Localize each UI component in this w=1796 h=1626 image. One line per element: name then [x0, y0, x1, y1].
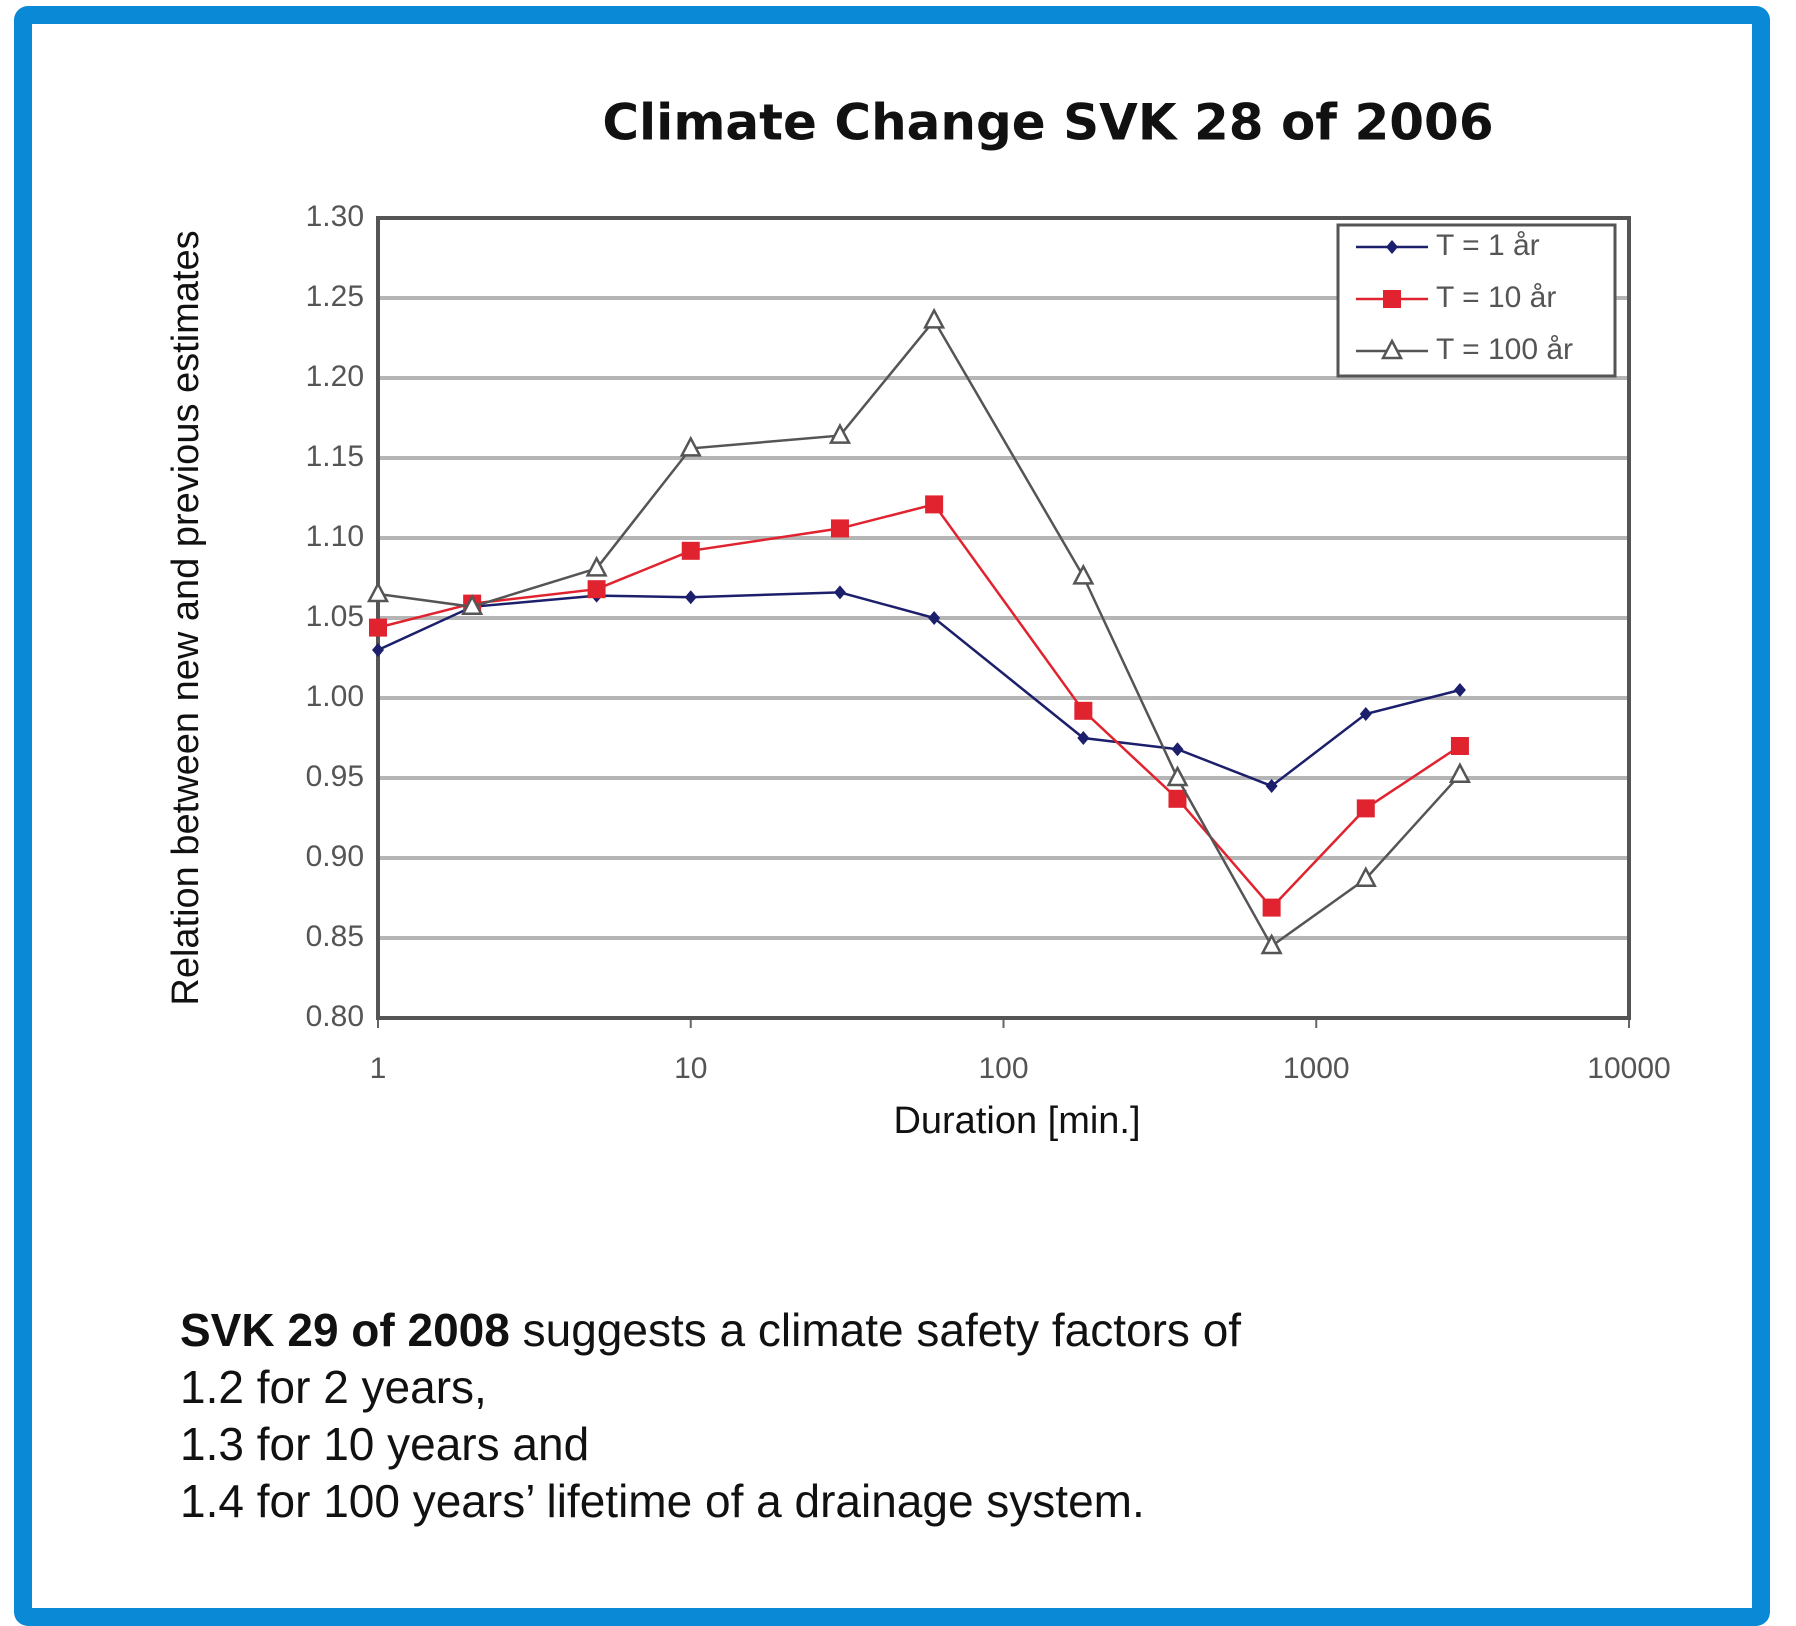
marker: [587, 580, 606, 599]
marker: [1386, 240, 1398, 254]
marker: [1171, 742, 1184, 757]
series-line: [377, 318, 1461, 948]
y-tick-label: 1.15: [306, 440, 364, 473]
y-axis-label: Relation between new and previous estima…: [165, 230, 207, 1005]
series-line: [377, 591, 1461, 788]
marker: [1072, 563, 1095, 585]
y-tick-label: 1.05: [306, 600, 364, 633]
text-line: 1.2 for 2 years,: [180, 1361, 487, 1413]
first-line: SVK 29 of 2008 suggests a climate safety…: [180, 1302, 1241, 1359]
y-tick-label: 1.10: [306, 520, 364, 553]
chart: Climate Change SVK 28 of 2006 Duration […: [165, 94, 1671, 1143]
legend-label: T = 10 år: [1436, 281, 1556, 314]
marker: [1380, 338, 1404, 360]
marker: [928, 611, 941, 625]
marker: [1383, 290, 1401, 308]
marker: [1359, 707, 1372, 721]
marker: [1354, 866, 1377, 888]
y-tick-label: 0.95: [306, 760, 364, 793]
marker: [923, 307, 946, 329]
marker: [1260, 933, 1283, 955]
y-tick-label: 0.80: [306, 1000, 364, 1033]
marker: [830, 519, 849, 538]
x-axis-label: Duration [min.]: [893, 1100, 1140, 1142]
marker: [372, 643, 384, 657]
legend-label: T = 1 år: [1436, 229, 1540, 262]
marker: [1356, 799, 1375, 818]
marker: [1074, 701, 1093, 720]
marker: [461, 594, 484, 616]
chart-title: Climate Change SVK 28 of 2006: [602, 94, 1493, 152]
x-tick-label: 100: [978, 1052, 1028, 1085]
marker: [1450, 737, 1469, 755]
marker: [681, 541, 700, 560]
marker: [1262, 898, 1281, 917]
plot-frame: [376, 216, 1631, 1020]
marker: [369, 618, 387, 637]
marker: [684, 590, 697, 605]
text: suggests a climate safety factors of: [522, 1304, 1242, 1356]
y-tick-label: 0.90: [306, 840, 364, 873]
text-line: 1.3 for 10 years and: [180, 1418, 590, 1470]
y-tick-label: 1.20: [306, 360, 364, 393]
legend-label: T = 100 år: [1436, 333, 1573, 366]
x-tick-label: 10: [674, 1052, 707, 1085]
page: Climate Change SVK 28 of 2006 Duration […: [14, 6, 1770, 1626]
x-tick-label: 1: [370, 1052, 387, 1085]
marker: [1166, 765, 1189, 787]
series-line: [377, 502, 1461, 910]
marker: [585, 555, 608, 577]
marker: [833, 585, 846, 600]
x-tick-label: 1000: [1283, 1052, 1350, 1085]
bold-text: SVK 29 of 2008: [180, 1304, 510, 1356]
text-line: 1.4 for 100 years’ lifetime of a drainag…: [180, 1475, 1145, 1527]
marker: [1168, 789, 1187, 808]
paragraph: SVK 29 of 2008 suggests a climate safety…: [180, 1302, 1241, 1530]
marker: [1077, 731, 1090, 745]
marker: [366, 581, 390, 603]
y-tick-label: 1.25: [306, 280, 364, 313]
y-tick-label: 1.00: [306, 680, 364, 713]
marker: [828, 422, 852, 444]
y-tick-label: 0.85: [306, 920, 364, 953]
marker: [1453, 683, 1466, 697]
marker: [1448, 762, 1472, 784]
y-tick-label: 1.30: [306, 200, 364, 233]
x-tick-label: 10000: [1587, 1052, 1670, 1085]
marker: [1265, 779, 1278, 793]
marker: [679, 435, 702, 457]
marker: [925, 495, 944, 514]
